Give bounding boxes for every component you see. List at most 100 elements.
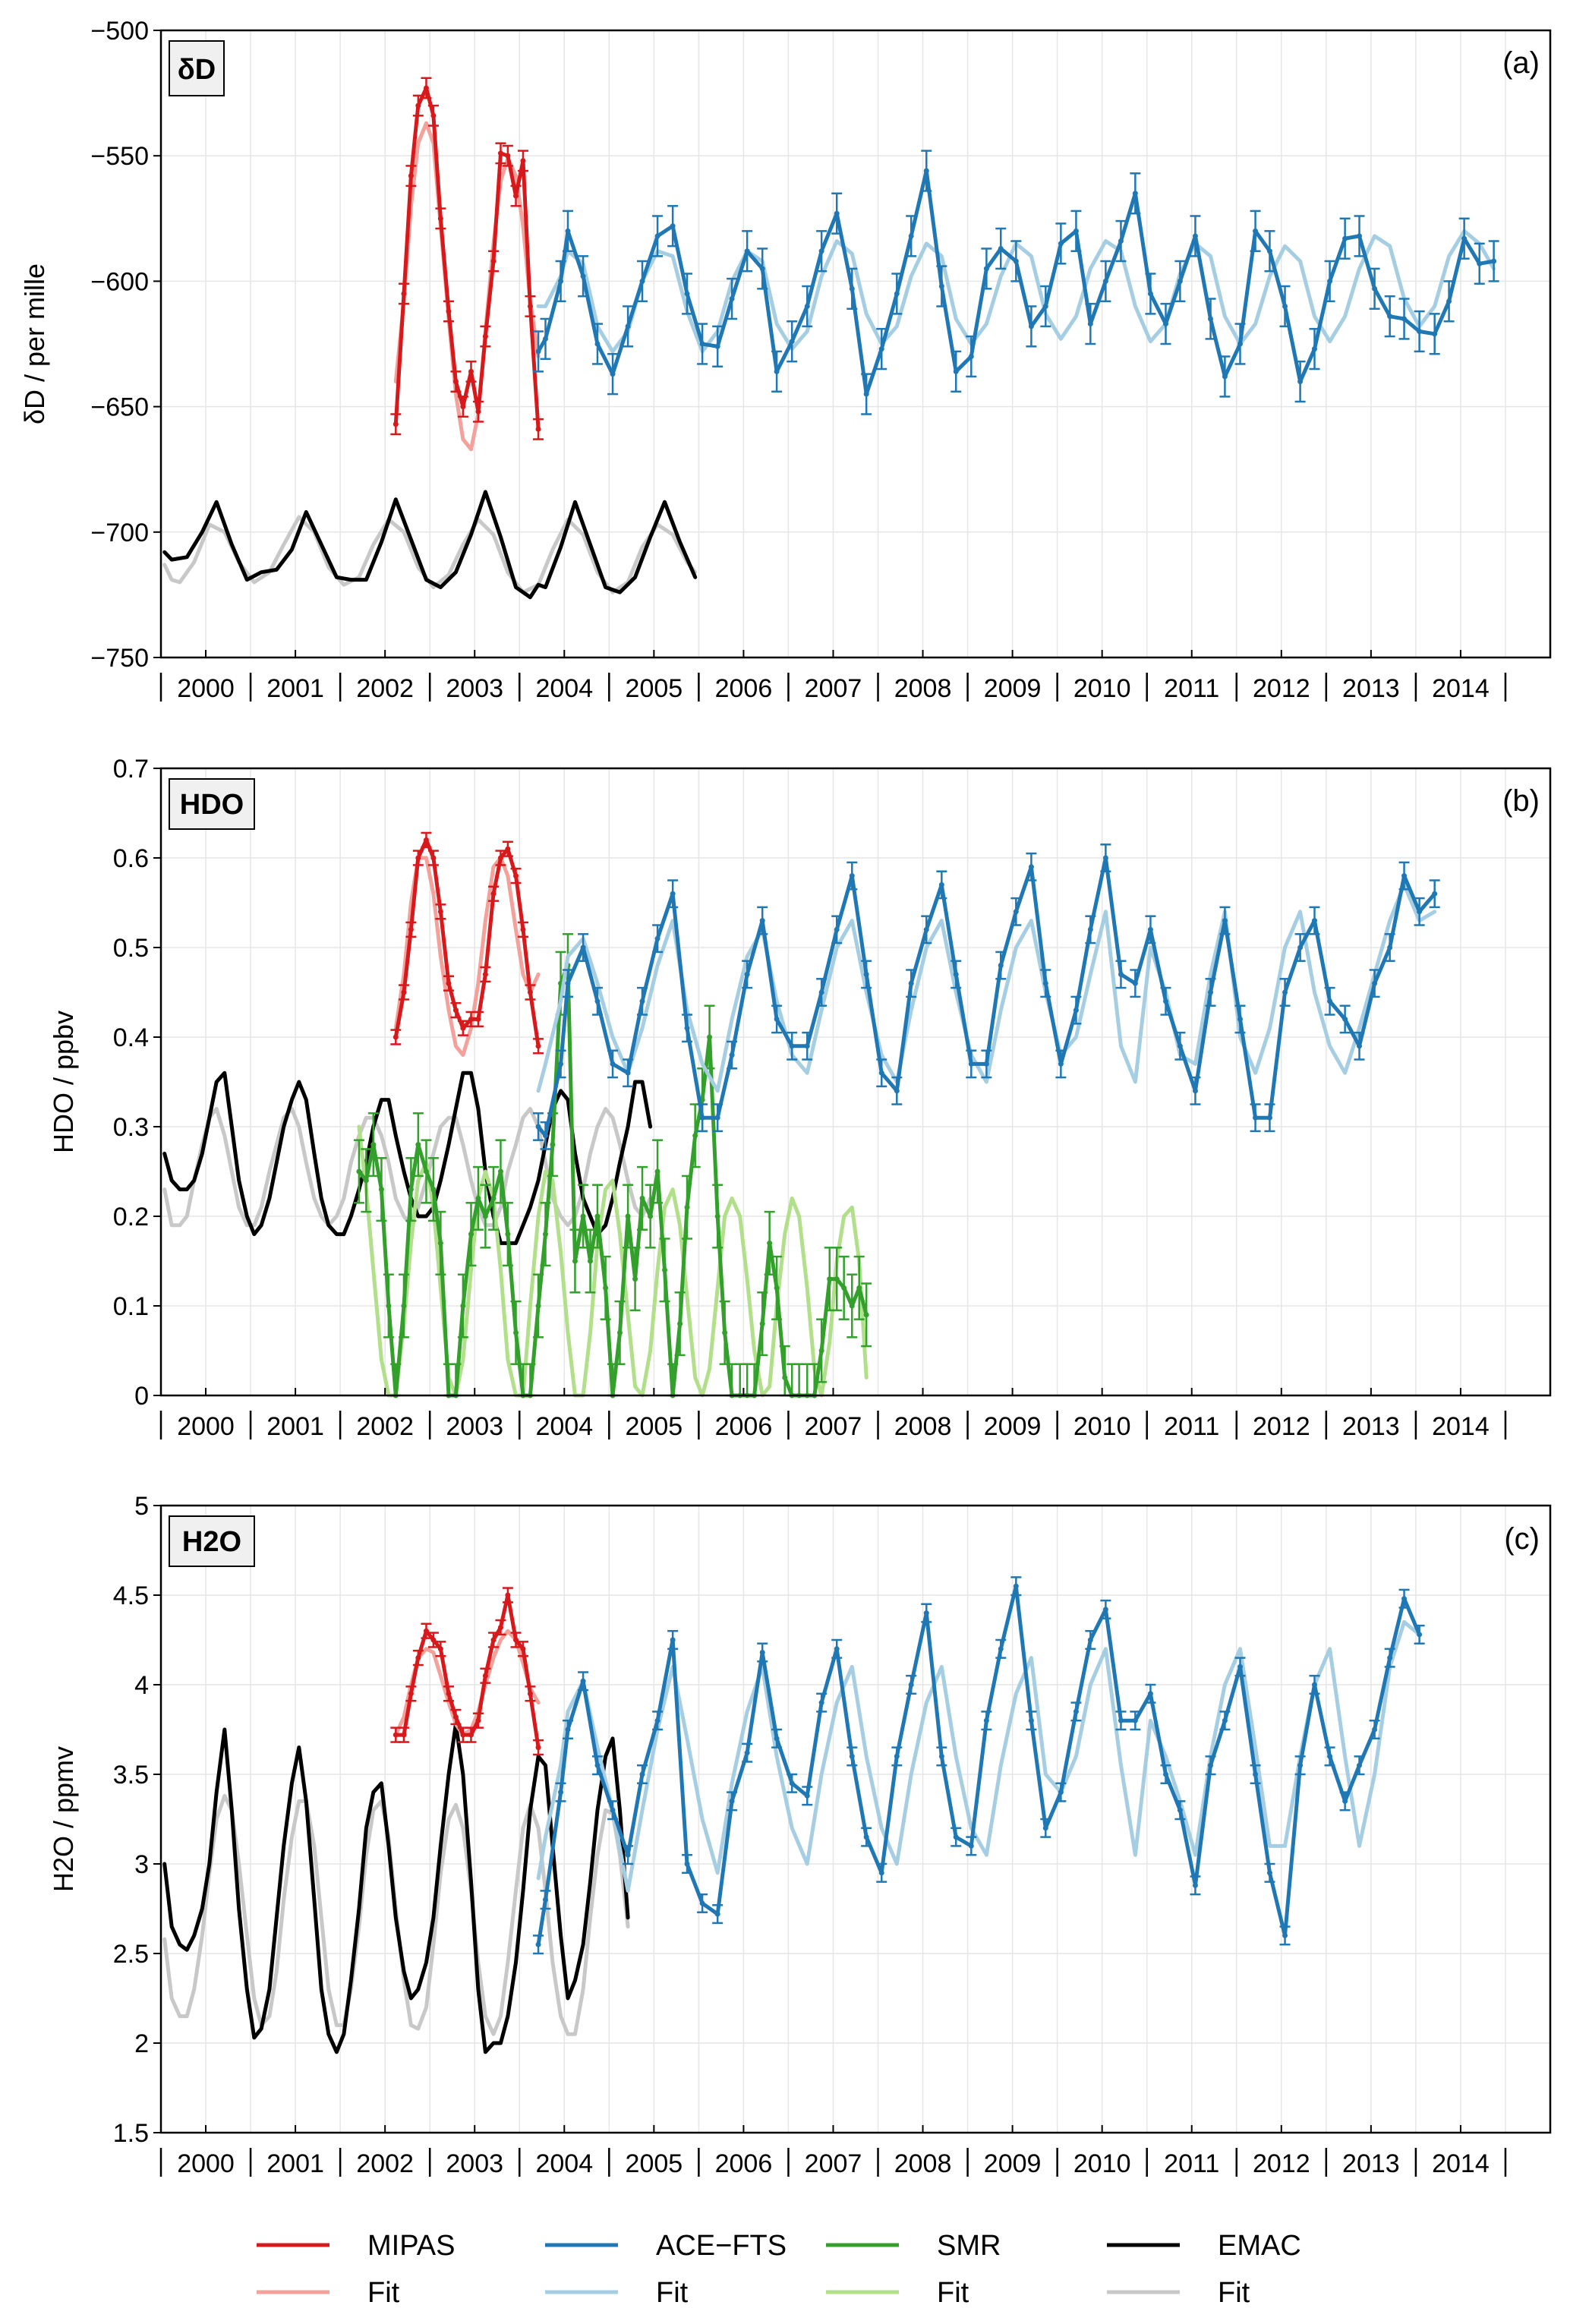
data-point [774, 1285, 780, 1291]
y-tick-label: 0.1 [113, 1292, 149, 1321]
panel-a-badge-box [169, 40, 225, 96]
data-point [1132, 191, 1138, 197]
data-point [625, 323, 631, 330]
y-tick-label: −650 [90, 393, 149, 422]
line-ace-fit [536, 882, 1437, 1093]
data-point [1432, 891, 1438, 897]
x-tick-label-2003: 2003 [446, 674, 503, 703]
x-tick-label-2001: 2001 [266, 674, 324, 703]
data-point [908, 233, 914, 239]
data-point [520, 926, 526, 932]
data-point [527, 989, 533, 995]
panel-a-x-ticks: 2000 2001 2002 2003 2004 2005 2006 2007 2008 2009… [159, 650, 1551, 703]
data-point [580, 944, 586, 951]
data-point [998, 1646, 1004, 1652]
x-tick-label-2007: 2007 [805, 2149, 862, 2178]
data-point [1102, 855, 1108, 861]
x-tick-label-2001: 2001 [266, 2149, 324, 2178]
data-point [639, 278, 645, 284]
data-point [415, 855, 421, 861]
data-point [1253, 1771, 1259, 1777]
data-point [1058, 1790, 1064, 1796]
data-point [497, 150, 503, 156]
data-point [894, 291, 900, 297]
data-point [1297, 944, 1304, 951]
data-point [542, 1231, 548, 1238]
data-point [759, 1321, 765, 1327]
legend-label-emac-fit: Fit [1218, 2277, 1250, 2309]
x-tick-label-2011: 2011 [1164, 674, 1219, 703]
data-point [565, 980, 571, 986]
data-point [774, 1736, 780, 1742]
data-point [789, 1780, 795, 1786]
data-point [729, 1052, 735, 1058]
data-point [1357, 233, 1363, 239]
data-point [1297, 379, 1304, 385]
legend-label-mipas-fit: Fit [367, 2277, 400, 2309]
data-point [1013, 909, 1019, 915]
data-point [759, 918, 765, 924]
data-point [834, 926, 840, 932]
data-point [1282, 989, 1288, 995]
data-point [437, 1646, 443, 1652]
data-point [513, 1637, 519, 1643]
data-point [744, 1750, 750, 1756]
data-point [1073, 1708, 1079, 1714]
data-point [1342, 1016, 1348, 1022]
data-point [1087, 926, 1093, 932]
data-point [1446, 298, 1452, 304]
data-point [625, 1852, 631, 1858]
x-tick-label-2007: 2007 [805, 674, 862, 703]
panel-c-y-ticks: 1.5 2 2.5 3 3.5 4 4.5 5 [113, 1492, 161, 2148]
data-point [482, 333, 488, 339]
data-point [759, 266, 765, 272]
data-point [392, 421, 399, 427]
data-point [1357, 1043, 1363, 1049]
data-point [1028, 323, 1034, 330]
data-point [535, 426, 541, 432]
panel-a-badge: δD [178, 54, 216, 86]
y-tick-label: 0.4 [113, 1023, 149, 1052]
x-tick-label-2005: 2005 [626, 674, 683, 703]
data-point [565, 228, 571, 234]
data-point [370, 1142, 377, 1148]
y-tick-label: 3.5 [113, 1761, 149, 1790]
data-point [1282, 303, 1288, 309]
data-point [849, 873, 855, 879]
x-tick-label-2000: 2000 [177, 2149, 235, 2178]
data-point [475, 1016, 481, 1022]
data-point [908, 980, 914, 986]
data-point [558, 1061, 564, 1067]
series-mipas [390, 77, 544, 440]
data-point [1372, 1726, 1378, 1733]
data-point [1028, 1717, 1034, 1723]
x-tick-label-2004: 2004 [535, 2149, 593, 2178]
data-point [408, 1691, 414, 1697]
series-ace [533, 150, 1499, 415]
data-point [818, 1700, 824, 1706]
data-point [1417, 909, 1423, 915]
series-smr [353, 933, 872, 1398]
data-point [863, 391, 869, 397]
y-tick-label: 1.5 [113, 2119, 149, 2148]
y-tick-label: 0.3 [113, 1113, 149, 1142]
data-point [475, 1195, 481, 1201]
x-tick-label-2009: 2009 [984, 674, 1042, 703]
x-tick-label-2010: 2010 [1073, 674, 1131, 703]
panel-b-frame [159, 767, 1552, 1397]
data-point [1013, 1583, 1019, 1589]
data-point [953, 971, 959, 977]
data-point [923, 1610, 929, 1616]
data-point [452, 1714, 459, 1720]
data-point [923, 926, 929, 932]
data-point [632, 1276, 638, 1282]
panel-a-y-axis-label: δD / per mille [19, 263, 50, 424]
data-point [1013, 258, 1019, 264]
data-point [565, 1726, 571, 1733]
data-point [1266, 248, 1272, 254]
data-point [1372, 980, 1378, 986]
data-point [460, 404, 466, 410]
data-point [437, 216, 443, 222]
panel-b-y-ticks: 0 0.1 0.2 0.3 0.4 0.5 0.6 0.7 [113, 755, 161, 1411]
panel-c-badge: H2O [182, 1526, 241, 1558]
